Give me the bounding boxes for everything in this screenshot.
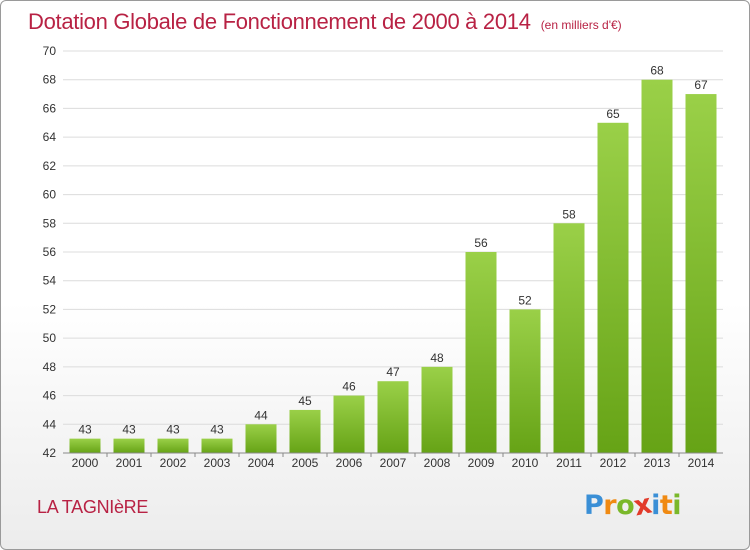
y-tick-label: 42	[43, 446, 57, 460]
y-tick-label: 64	[43, 130, 57, 144]
bar	[641, 79, 673, 453]
bar	[509, 309, 541, 453]
y-tick-label: 50	[43, 331, 57, 345]
x-tick-label: 2008	[424, 456, 451, 470]
bar	[553, 223, 585, 453]
x-tick-label: 2004	[248, 456, 275, 470]
y-tick-label: 56	[43, 245, 57, 259]
bar-value-label: 43	[166, 423, 180, 437]
x-axis-ticks: 2000 2001 2002 2003 2004 2005 2006 2007 2008 2009…	[72, 453, 715, 470]
x-tick-label: 2000	[72, 456, 99, 470]
x-tick-label: 2003	[204, 456, 231, 470]
logo-letter: i	[651, 490, 660, 521]
x-tick-label: 2007	[380, 456, 407, 470]
x-tick-label: 2009	[468, 456, 495, 470]
bar-value-label: 45	[298, 394, 312, 408]
bar-value-label: 65	[606, 107, 620, 121]
bar-value-label: 67	[694, 78, 708, 92]
bar-value-label: 58	[562, 207, 576, 221]
bar	[597, 122, 629, 454]
x-tick-label: 2006	[336, 456, 363, 470]
bar	[245, 424, 277, 453]
commune-name: LA TAGNIèRE	[37, 497, 149, 517]
logo-letter: i	[672, 490, 682, 521]
x-tick-label: 2011	[556, 456, 582, 470]
y-tick-label: 58	[43, 216, 57, 230]
bar-value-label: 43	[122, 423, 136, 437]
bar	[421, 366, 453, 453]
bar	[69, 438, 101, 453]
logo-letter: P	[584, 490, 604, 521]
bar	[201, 438, 233, 453]
bar-value-label: 47	[386, 365, 400, 379]
proxiti-logo: Proxiti	[584, 489, 682, 523]
bar-value-label: 44	[254, 408, 268, 422]
bar-value-label: 43	[78, 423, 92, 437]
logo-letter: r	[603, 490, 617, 521]
bar	[377, 381, 409, 453]
x-tick-label: 2012	[600, 456, 627, 470]
bar-value-label: 68	[650, 64, 664, 78]
y-axis-ticks: 42 44 46 48 50 52 54 56 58 60 62 64 66 68 70	[43, 44, 57, 460]
y-tick-label: 52	[43, 302, 57, 316]
y-tick-label: 48	[43, 360, 57, 374]
y-tick-label: 60	[43, 188, 57, 202]
chart-title: Dotation Globale de Fonctionnement de 20…	[28, 9, 622, 35]
bar-value-label: 48	[430, 351, 444, 365]
y-tick-label: 44	[43, 417, 57, 431]
data-labels: 43 43 43 43 44 45 46 47 48 56 52 58 65 68 67	[78, 64, 708, 437]
x-tick-label: 2001	[116, 456, 143, 470]
y-tick-label: 46	[43, 389, 57, 403]
x-tick-label: 2002	[160, 456, 187, 470]
logo-letter: t	[659, 490, 673, 521]
y-tick-label: 54	[43, 274, 57, 288]
bar	[113, 438, 145, 453]
bar-value-label: 43	[210, 423, 224, 437]
bar	[685, 94, 717, 454]
y-tick-label: 66	[43, 101, 57, 115]
y-tick-label: 62	[43, 159, 57, 173]
y-tick-label: 68	[43, 73, 57, 87]
chart-unit-label: (en milliers d'€)	[540, 18, 622, 32]
chart-title-text: Dotation Globale de Fonctionnement de 20…	[28, 9, 531, 34]
x-tick-label: 2005	[292, 456, 319, 470]
bar	[465, 252, 497, 453]
y-tick-label: 70	[43, 44, 57, 58]
x-tick-label: 2013	[644, 456, 671, 470]
bar	[289, 409, 321, 453]
logo-letter: o	[616, 490, 635, 521]
bar-value-label: 46	[342, 380, 356, 394]
x-tick-label: 2010	[512, 456, 539, 470]
x-tick-label: 2014	[688, 456, 715, 470]
bars	[69, 79, 717, 454]
bar-value-label: 56	[474, 236, 488, 250]
bar	[333, 395, 365, 453]
bar	[157, 438, 189, 453]
bar-value-label: 52	[518, 293, 532, 307]
